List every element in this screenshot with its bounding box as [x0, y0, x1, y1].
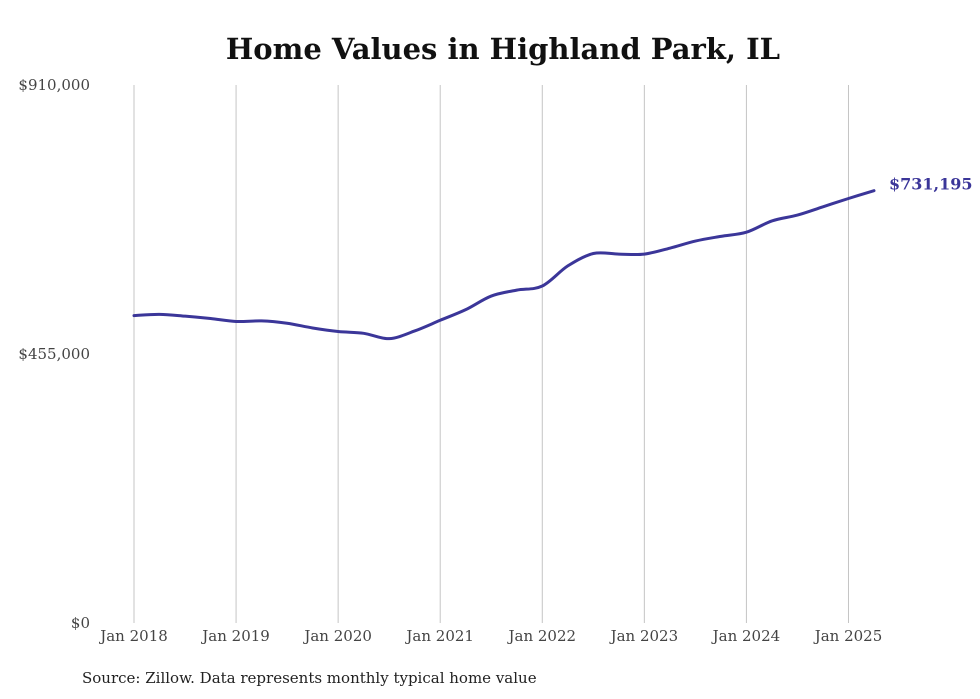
end-value-label: $731,195 — [889, 175, 973, 194]
x-tick-label: Jan 2022 — [506, 627, 576, 645]
source-note: Source: Zillow. Data represents monthly … — [82, 669, 537, 687]
x-tick-label: Jan 2021 — [404, 627, 474, 645]
series-line-0 — [132, 189, 876, 341]
y-tick-label: $455,000 — [18, 345, 90, 363]
x-tick-label: Jan 2025 — [813, 627, 883, 645]
grid-lines — [133, 85, 849, 623]
x-axis-ticks: Jan 2018 Jan 2019 Jan 2020 Jan 2021 Jan 2022… — [98, 627, 882, 645]
x-tick-label: Jan 2018 — [98, 627, 168, 645]
x-tick-label: Jan 2024 — [711, 627, 781, 645]
chart-title: Home Values in Highland Park, IL — [226, 32, 780, 66]
series-layer: $731,195 — [132, 175, 973, 341]
y-tick-label: $0 — [71, 614, 90, 632]
x-tick-label: Jan 2023 — [609, 627, 679, 645]
x-tick-label: Jan 2019 — [200, 627, 270, 645]
x-tick-label: Jan 2020 — [302, 627, 372, 645]
y-axis-ticks: $0 $455,000 $910,000 — [18, 76, 90, 632]
y-tick-label: $910,000 — [18, 76, 90, 94]
